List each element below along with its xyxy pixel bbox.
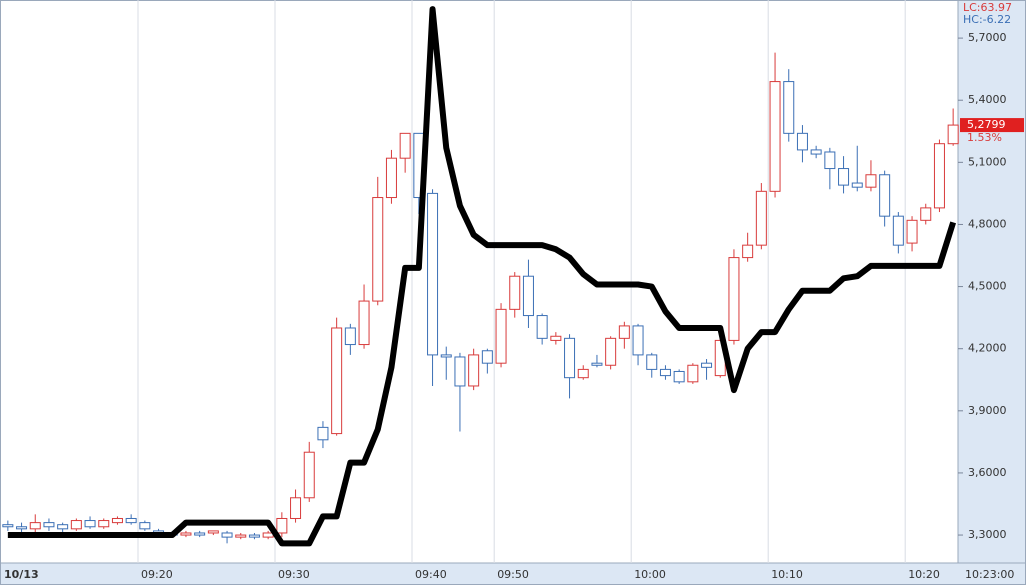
y-tick-label: 4,2000 bbox=[968, 342, 1007, 355]
candle-body bbox=[892, 215, 904, 246]
candle-body bbox=[358, 300, 370, 346]
candle-body bbox=[331, 327, 343, 435]
candle-body bbox=[605, 337, 617, 366]
candle-body bbox=[385, 157, 397, 199]
y-tick-label: 3,6000 bbox=[968, 466, 1007, 479]
candle-body bbox=[742, 244, 754, 259]
candle-body bbox=[468, 354, 480, 387]
candle-body bbox=[659, 368, 671, 377]
candle-body bbox=[906, 219, 918, 244]
candle-body bbox=[646, 354, 658, 370]
candle-body bbox=[372, 197, 384, 302]
candle-body bbox=[522, 275, 534, 317]
candle-body bbox=[399, 132, 411, 159]
y-tick-label: 5,7000 bbox=[968, 31, 1007, 44]
candle-body bbox=[344, 327, 356, 346]
candle-body bbox=[207, 530, 219, 534]
x-tick-label: 10:20 bbox=[908, 568, 940, 581]
candle-body bbox=[180, 532, 192, 536]
candle-body bbox=[632, 325, 644, 356]
x-tick-label: 09:20 bbox=[141, 568, 173, 581]
candle-body bbox=[947, 124, 959, 145]
candle-body bbox=[550, 335, 562, 341]
candle-body bbox=[276, 517, 288, 534]
x-axis-panel bbox=[0, 563, 1026, 585]
candle-body bbox=[838, 168, 850, 186]
x-tick-label: 09:50 bbox=[497, 568, 529, 581]
x-tick-label: 10:10 bbox=[771, 568, 803, 581]
change-label: 1.53% bbox=[967, 131, 1002, 144]
candle-body bbox=[303, 451, 315, 499]
y-tick-label: 4,5000 bbox=[968, 280, 1007, 293]
y-axis-panel bbox=[958, 0, 1026, 585]
candle-body bbox=[290, 497, 302, 519]
candle-body bbox=[221, 532, 233, 538]
candle-body bbox=[194, 532, 206, 536]
y-tick-label: 5,1000 bbox=[968, 155, 1007, 168]
x-tick-label: 10/13 bbox=[4, 568, 39, 581]
hc-label: HC:-6.22 bbox=[963, 13, 1011, 26]
end-time: 10:23:00 bbox=[965, 568, 1014, 581]
candle-body bbox=[139, 522, 151, 530]
candle-body bbox=[728, 257, 740, 341]
candle-body bbox=[769, 81, 781, 192]
candle-body bbox=[248, 534, 260, 538]
candle-body bbox=[317, 426, 329, 441]
candle-body bbox=[57, 524, 69, 530]
candle-body bbox=[495, 308, 507, 364]
candle-body bbox=[43, 522, 55, 528]
candle-body bbox=[920, 207, 932, 221]
candle-body bbox=[755, 190, 767, 246]
candle-body bbox=[235, 534, 247, 538]
candle-body bbox=[783, 81, 795, 134]
candle-body bbox=[70, 520, 82, 530]
y-tick-label: 3,9000 bbox=[968, 404, 1007, 417]
x-tick-label: 09:40 bbox=[415, 568, 447, 581]
candle-body bbox=[427, 192, 439, 356]
candle-body bbox=[454, 356, 466, 387]
candle-body bbox=[824, 151, 836, 170]
overlay-line bbox=[7, 6, 957, 547]
candle-body bbox=[618, 325, 630, 339]
candle-body bbox=[111, 517, 123, 524]
candle-body bbox=[796, 132, 808, 151]
candle-body bbox=[933, 143, 945, 209]
candle-body bbox=[16, 526, 28, 530]
x-tick-label: 09:30 bbox=[278, 568, 310, 581]
candle-body bbox=[701, 362, 713, 368]
price-label: 5,2799 bbox=[967, 118, 1006, 131]
y-tick-label: 5,4000 bbox=[968, 93, 1007, 106]
y-tick-label: 4,8000 bbox=[968, 217, 1007, 230]
candle-body bbox=[851, 182, 863, 188]
price-box bbox=[960, 118, 1024, 133]
candle-body bbox=[673, 370, 685, 383]
candle-body bbox=[84, 520, 96, 528]
candle-body bbox=[577, 368, 589, 379]
candle-body bbox=[29, 522, 41, 530]
candle-body bbox=[125, 517, 137, 524]
candle-body bbox=[481, 350, 493, 364]
candle-body bbox=[687, 364, 699, 383]
y-tick-label: 3,3000 bbox=[968, 528, 1007, 541]
candle-body bbox=[440, 354, 452, 358]
x-tick-label: 10:00 bbox=[634, 568, 666, 581]
lc-label: LC:63.97 bbox=[963, 1, 1012, 14]
candle-body bbox=[879, 174, 891, 217]
candle-body bbox=[536, 315, 548, 339]
candle-body bbox=[564, 337, 576, 379]
candle-body bbox=[98, 520, 110, 528]
candle-body bbox=[591, 362, 603, 366]
candle-body bbox=[262, 532, 274, 538]
candle-body bbox=[509, 275, 521, 310]
candle-body bbox=[2, 524, 14, 528]
candle-body bbox=[810, 149, 822, 155]
candle-body bbox=[865, 174, 877, 188]
